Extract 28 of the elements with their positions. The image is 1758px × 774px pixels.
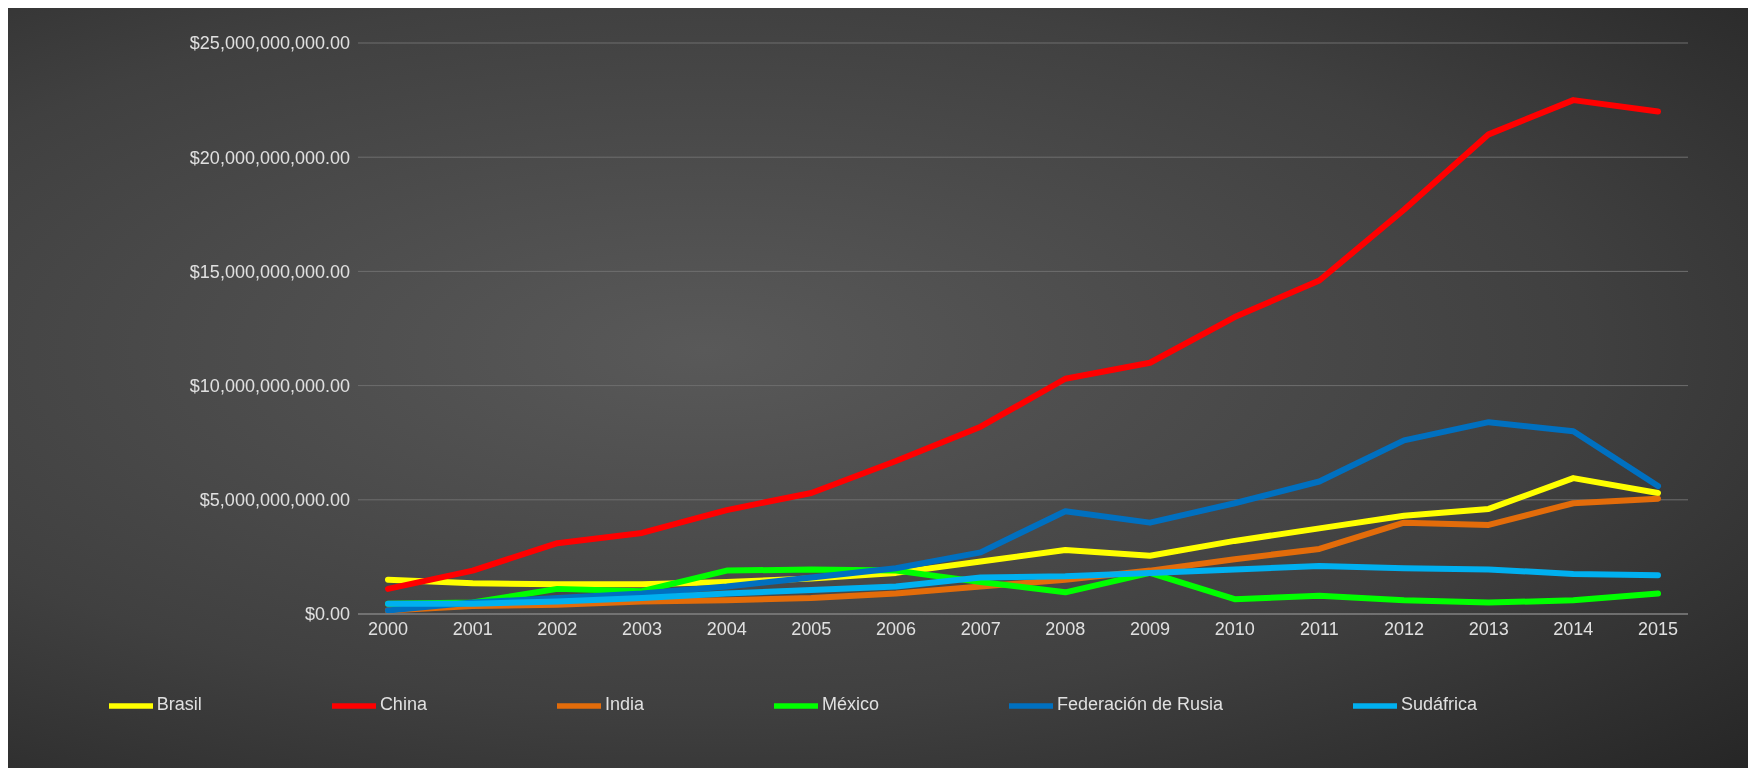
y-tick-label: $10,000,000,000.00 (189, 375, 350, 396)
y-tick-label: $5,000,000,000.00 (199, 490, 350, 511)
x-tick-label: 2000 (367, 618, 409, 639)
y-tick-label: $0.00 (304, 604, 350, 625)
x-tick-label: 2014 (1553, 618, 1594, 639)
x-tick-label: 2010 (1214, 618, 1255, 639)
x-tick-label: 2009 (1129, 618, 1171, 639)
x-tick-label: 2003 (621, 618, 663, 639)
x-tick-label: 2013 (1468, 618, 1509, 639)
legend-label: México (821, 694, 879, 715)
legend-label: China (379, 694, 427, 715)
x-tick-label: 2015 (1637, 618, 1679, 639)
x-tick-label: 2008 (1045, 618, 1086, 639)
y-tick-label: $20,000,000,000.00 (189, 147, 350, 168)
legend-label: Brasil (156, 694, 202, 715)
x-tick-label: 2002 (537, 618, 578, 639)
legend-label: Sudáfrica (1401, 694, 1478, 715)
x-tick-label: 2005 (791, 618, 832, 639)
x-tick-label: 2001 (452, 618, 493, 639)
x-tick-label: 2007 (960, 618, 1001, 639)
legend-label: India (604, 694, 644, 715)
y-tick-label: $15,000,000,000.00 (189, 261, 350, 282)
x-tick-label: 2006 (875, 618, 917, 639)
x-tick-label: 2004 (706, 618, 747, 639)
legend-label: Federación de Rusia (1056, 694, 1224, 715)
x-tick-label: 2012 (1383, 618, 1425, 639)
x-tick-label: 2011 (1299, 618, 1339, 639)
y-tick-label: $25,000,000,000.00 (189, 33, 350, 54)
